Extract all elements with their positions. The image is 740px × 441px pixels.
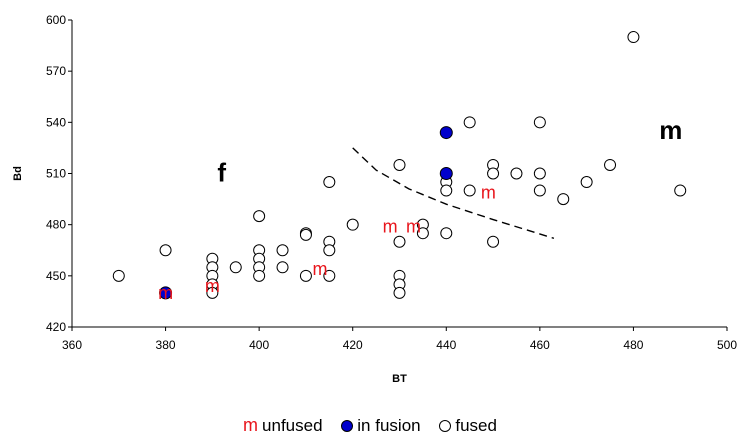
legend-in-fusion-label: in fusion: [357, 415, 421, 435]
x-tick-label: 460: [530, 338, 550, 352]
fused-point: [393, 286, 406, 299]
fused-point: [276, 244, 289, 257]
unfused-point: m: [205, 276, 220, 296]
annotation-m: m: [659, 115, 682, 145]
legend-open-circle-icon: [439, 419, 452, 432]
fused-point: [557, 193, 570, 206]
fused-point: [627, 31, 640, 44]
fused-point: [487, 167, 500, 180]
y-tick-label: 600: [46, 13, 66, 27]
fused-point: [323, 244, 336, 257]
fused-point: [112, 269, 125, 282]
legend-filled-circle-icon: [341, 419, 354, 432]
legend-unfused-symbol: m: [243, 415, 259, 436]
in-fusion-point: [159, 286, 173, 300]
x-axis-title: BT: [392, 373, 407, 385]
fused-point: [299, 269, 312, 282]
unfused-point: m: [481, 182, 496, 202]
in-fusion-point: [439, 167, 453, 180]
fused-point: [206, 286, 219, 299]
unfused-point: m: [383, 216, 398, 236]
axes: 360 380 400 420 440 460 480 500 420 450 480 510 540 5…: [12, 13, 737, 385]
boundary-dashed-line: [352, 147, 555, 239]
legend-fused-label: fused: [455, 415, 497, 435]
legend-item-in-fusion: in fusion: [341, 415, 421, 436]
fused-point: [346, 218, 359, 231]
x-tick-label: 400: [249, 338, 269, 352]
fused-point: [416, 227, 429, 240]
x-tick-label: 440: [436, 338, 456, 352]
x-tick-label: 480: [623, 338, 643, 352]
fused-point: [276, 261, 289, 274]
fused-point: [159, 244, 172, 257]
y-axis-title: Bd: [12, 166, 24, 181]
fused-point: [487, 235, 500, 248]
in-fusion-point: [439, 126, 453, 140]
legend-item-unfused: m unfused: [243, 415, 323, 436]
x-tick-label: 500: [717, 338, 737, 352]
annotation-f: f: [217, 158, 226, 188]
y-tick-label: 420: [46, 320, 66, 334]
legend-item-fused: fused: [439, 416, 497, 436]
unfused-point: m: [312, 259, 327, 279]
x-tick-label: 420: [343, 338, 363, 352]
unfused-point: m: [406, 216, 421, 236]
y-tick-label: 540: [46, 115, 66, 129]
fused-point: [393, 158, 406, 171]
fused-point: [440, 184, 453, 197]
fused-point: [253, 269, 266, 282]
fused-point: [463, 184, 476, 197]
fused-point: [253, 210, 266, 223]
fused-point: [299, 228, 312, 241]
fused-point: [580, 176, 593, 189]
fused-point: [533, 116, 546, 129]
fused-point: [323, 269, 336, 282]
fused-point: [533, 184, 546, 197]
unfused-point: m: [158, 283, 173, 303]
fused-point: [440, 227, 453, 240]
fused-point: [463, 116, 476, 129]
legend: m unfused in fusion fused: [0, 415, 740, 436]
fused-point: [533, 167, 546, 180]
x-tick-label: 380: [156, 338, 176, 352]
legend-unfused-label: unfused: [262, 416, 323, 436]
x-tick-label: 360: [62, 338, 82, 352]
y-tick-label: 570: [46, 64, 66, 78]
fused-point: [229, 261, 242, 274]
fused-point: [393, 235, 406, 248]
fused-point: [510, 167, 523, 180]
fused-point: [604, 158, 617, 171]
fused-point: [674, 184, 687, 197]
fused-point: [323, 176, 336, 189]
y-tick-label: 510: [46, 167, 66, 181]
y-tick-label: 480: [46, 218, 66, 232]
y-tick-label: 450: [46, 269, 66, 283]
